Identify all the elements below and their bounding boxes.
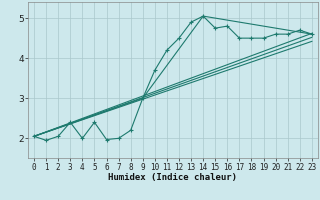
X-axis label: Humidex (Indice chaleur): Humidex (Indice chaleur) xyxy=(108,173,237,182)
